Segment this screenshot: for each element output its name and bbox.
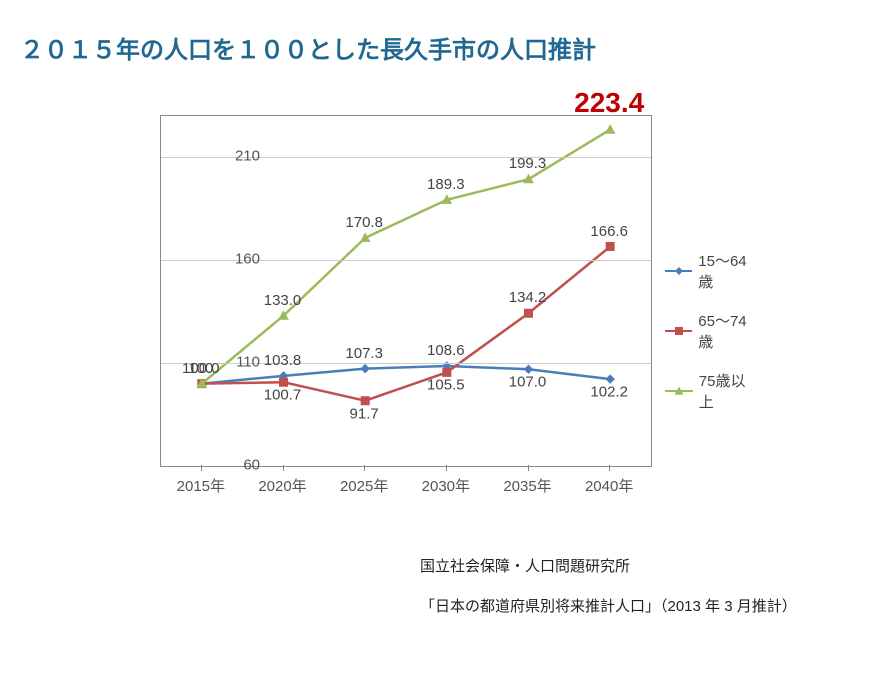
x-tick-label: 2025年 xyxy=(340,475,388,496)
chart-container: 15～64歳65～74歳75歳以上 601101602102015年2020年2… xyxy=(80,105,760,525)
legend-item: 65～74歳 xyxy=(665,310,760,352)
data-label: 107.3 xyxy=(345,345,383,362)
legend-swatch xyxy=(665,330,692,332)
x-tick-label: 2040年 xyxy=(585,475,633,496)
series-marker xyxy=(525,365,533,373)
source-line-1: 国立社会保障・人口問題研究所 xyxy=(420,555,630,576)
y-tick-label: 60 xyxy=(200,457,260,474)
legend-marker-icon xyxy=(673,265,685,277)
legend-marker-icon xyxy=(673,325,685,337)
series-marker xyxy=(361,397,369,405)
data-label: 189.3 xyxy=(427,176,465,193)
data-label: 133.0 xyxy=(264,292,302,309)
series-marker xyxy=(606,375,614,383)
chart-svg xyxy=(161,116,651,466)
legend-item: 15～64歳 xyxy=(665,250,760,292)
legend-item: 75歳以上 xyxy=(665,370,760,412)
x-tick-mark xyxy=(201,465,202,471)
legend-label: 15～64歳 xyxy=(698,250,760,292)
legend-marker-icon xyxy=(673,385,685,397)
x-tick-mark xyxy=(609,465,610,471)
series-marker xyxy=(443,368,451,376)
x-tick-mark xyxy=(364,465,365,471)
page-title: ２０１５年の人口を１００とした長久手市の人口推計 xyxy=(20,30,596,65)
legend-swatch xyxy=(665,270,692,272)
legend-swatch xyxy=(665,390,693,392)
data-label: 199.3 xyxy=(509,155,547,172)
data-label: 170.8 xyxy=(345,214,383,231)
data-label: 105.5 xyxy=(427,377,465,394)
series-line xyxy=(202,130,610,384)
series-marker xyxy=(606,243,614,251)
data-label: 102.2 xyxy=(590,384,628,401)
y-tick-label: 160 xyxy=(200,251,260,268)
data-label: 166.6 xyxy=(590,223,628,240)
x-tick-mark xyxy=(283,465,284,471)
data-label: 100.7 xyxy=(264,387,302,404)
data-label: 100.0 xyxy=(182,360,220,377)
series-marker xyxy=(606,125,615,133)
legend-label: 75歳以上 xyxy=(699,370,760,412)
x-tick-mark xyxy=(446,465,447,471)
y-tick-label: 210 xyxy=(200,148,260,165)
data-label: 91.7 xyxy=(350,405,379,422)
x-tick-mark xyxy=(528,465,529,471)
plot-area xyxy=(160,115,652,467)
data-label: 103.8 xyxy=(264,352,302,369)
data-label-highlight: 223.4 xyxy=(574,87,644,119)
source-line-2: 「日本の都道府県別将来推計人口」（2013 年 3 月推計） xyxy=(420,595,797,616)
series-marker xyxy=(361,365,369,373)
series-marker xyxy=(280,378,288,386)
data-label: 134.2 xyxy=(509,289,547,306)
x-tick-label: 2035年 xyxy=(503,475,551,496)
legend-label: 65～74歳 xyxy=(698,310,760,352)
series-marker xyxy=(525,309,533,317)
x-tick-label: 2020年 xyxy=(258,475,306,496)
data-label: 108.6 xyxy=(427,342,465,359)
x-tick-label: 2015年 xyxy=(177,475,225,496)
x-tick-label: 2030年 xyxy=(422,475,470,496)
legend: 15～64歳 65～74歳 75歳以上 xyxy=(665,250,760,430)
data-label: 107.0 xyxy=(509,374,547,391)
